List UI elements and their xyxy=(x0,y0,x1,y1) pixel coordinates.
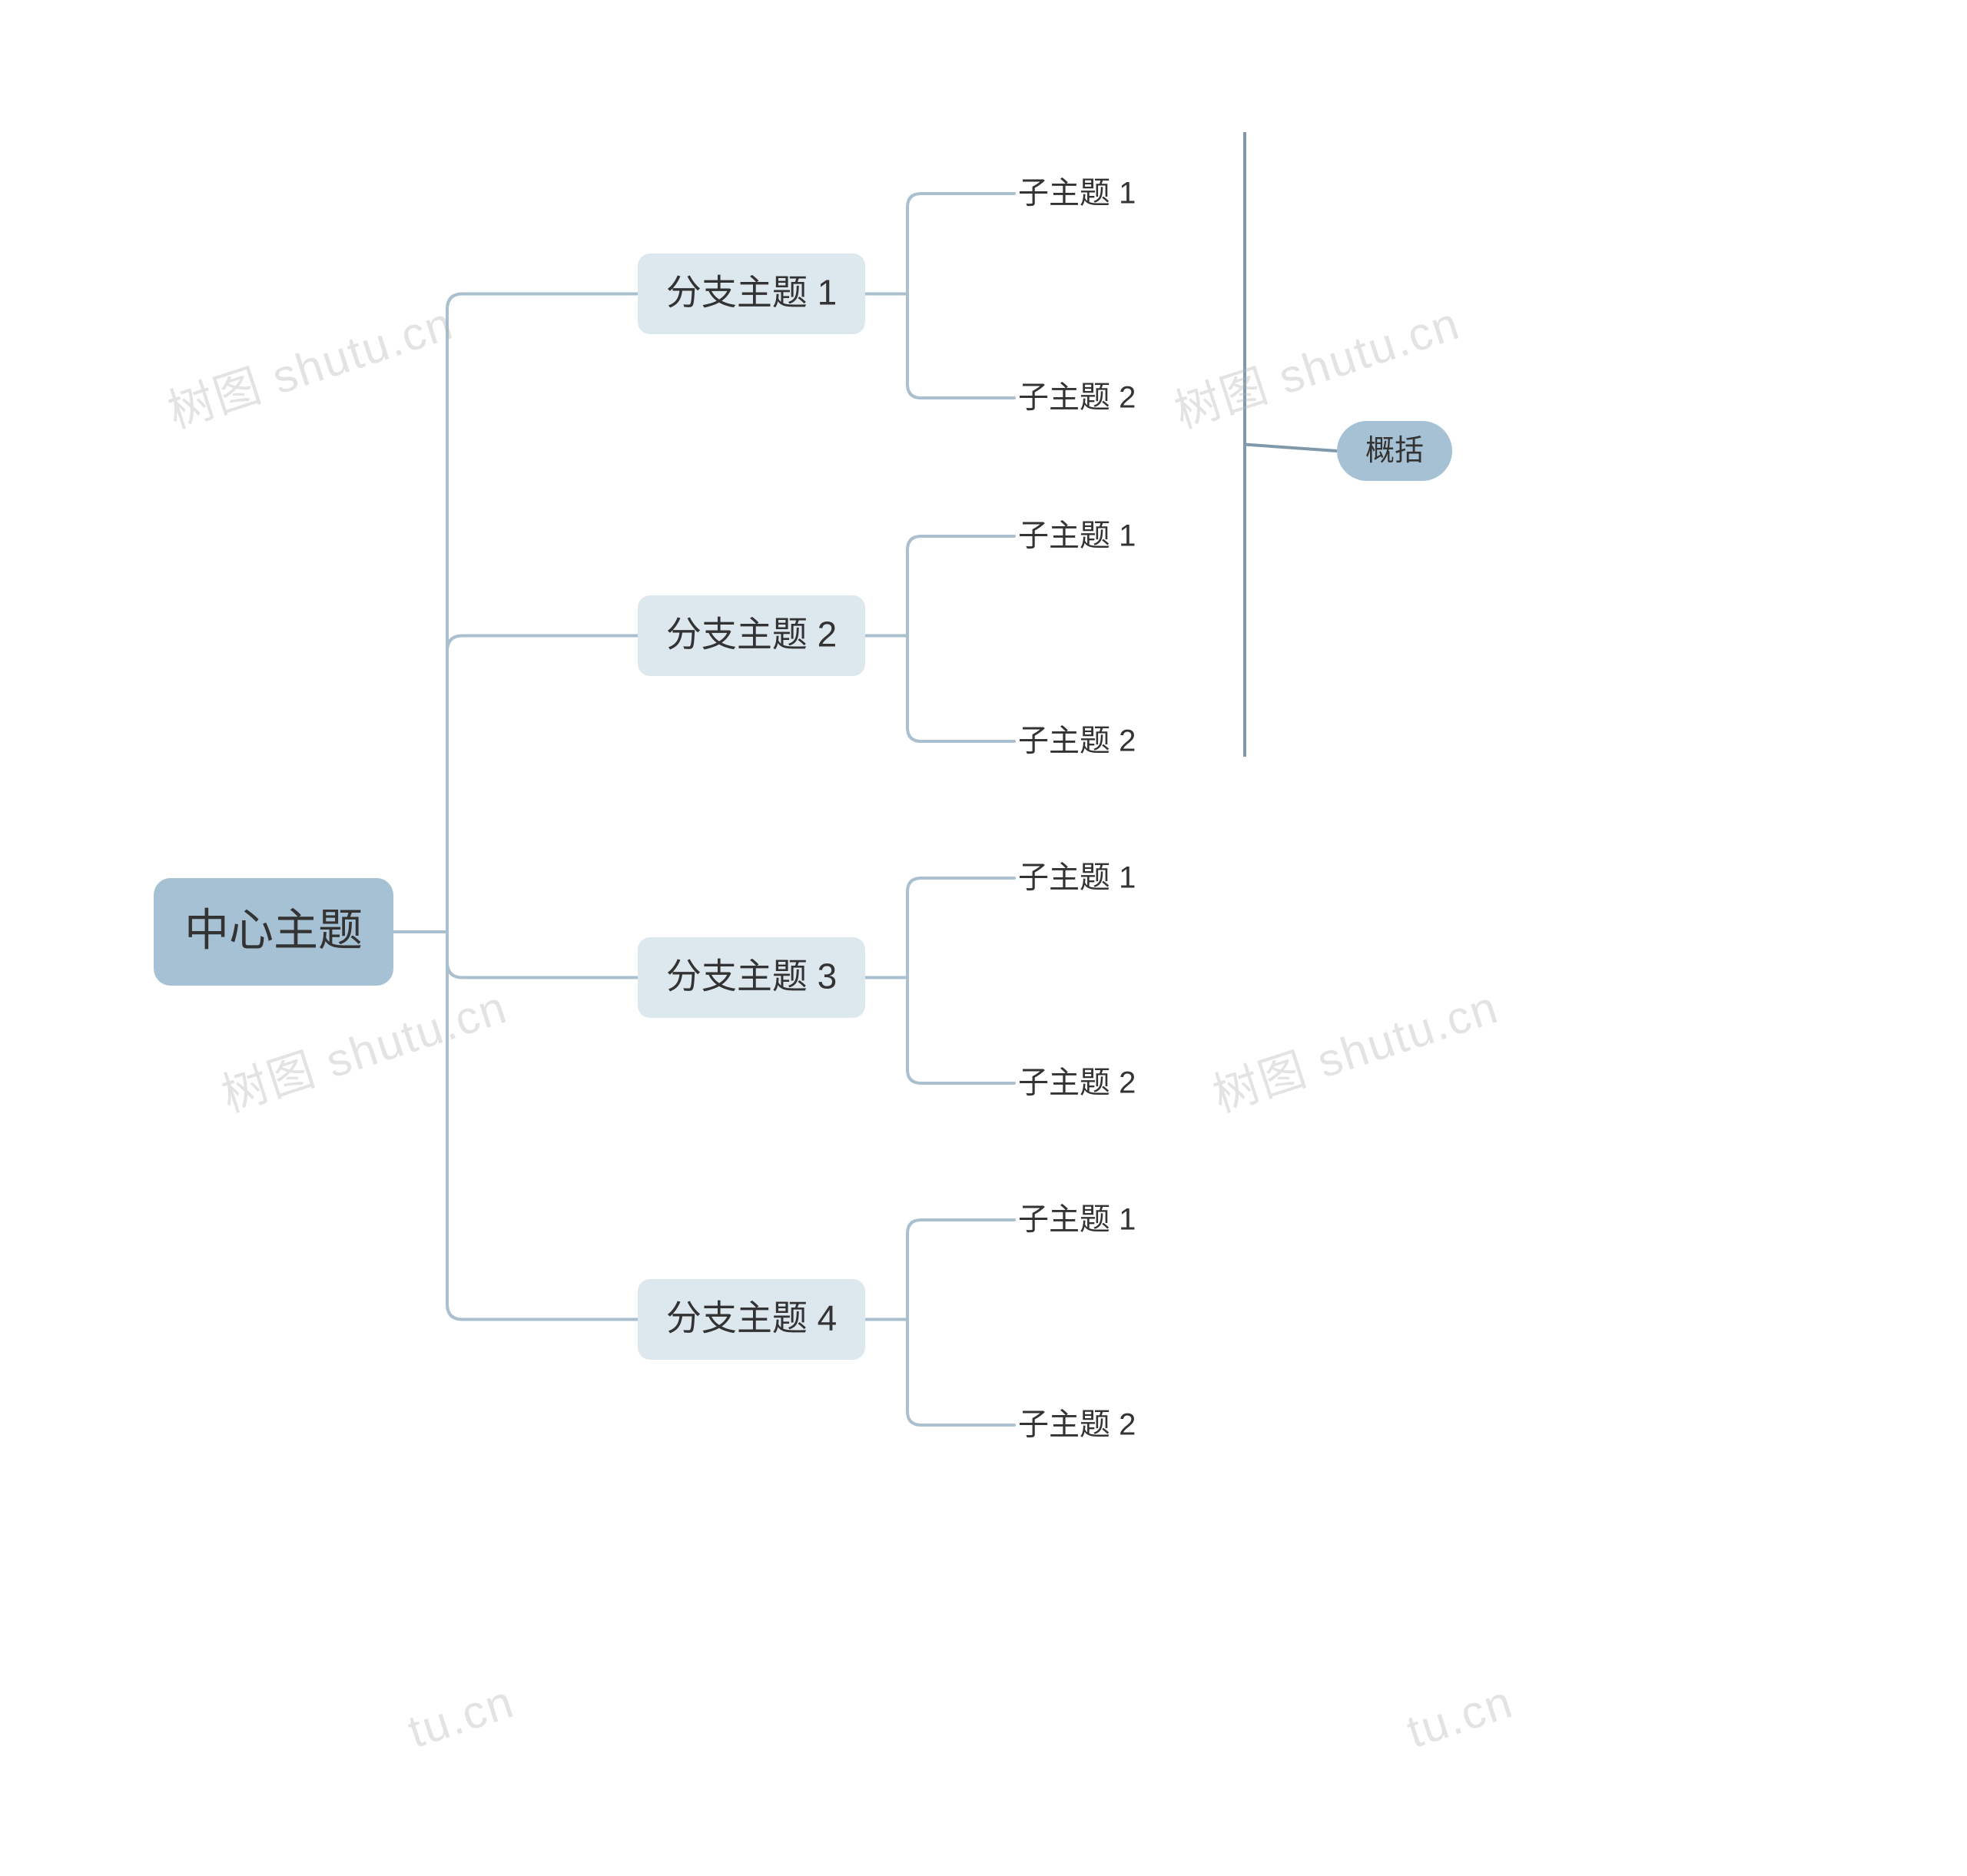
connector-branch-1-leaf-2 xyxy=(907,294,1014,399)
connector-root-branch-4 xyxy=(447,932,638,1320)
connector-branch-2-leaf-1 xyxy=(907,536,1014,636)
connector-branch-3-leaf-1 xyxy=(907,878,1014,978)
leaf-node-1-2-label[interactable]: 子主题 2 xyxy=(1018,381,1136,415)
connector-branch-4-leaf-1 xyxy=(907,1220,1014,1320)
mindmap-canvas: 中心主题 分支主题 1 子主题 1 子主题 2 分支主题 2 子主题 1 子主题 2 分支主题… xyxy=(0,0,1967,1876)
connector-branch-2-leaf-2 xyxy=(907,636,1014,742)
leaf-node-1-1-label[interactable]: 子主题 1 xyxy=(1018,177,1136,210)
branch-node-1-label: 分支主题 1 xyxy=(666,273,837,313)
summary-node-label: 概括 xyxy=(1365,435,1424,467)
connector-root-branch-3 xyxy=(447,932,638,978)
branch-node-4-label: 分支主题 4 xyxy=(666,1298,837,1338)
connector-branch-1-leaf-1 xyxy=(907,194,1014,294)
leaf-node-3-1-label[interactable]: 子主题 1 xyxy=(1018,861,1136,895)
branch-node-3-label: 分支主题 3 xyxy=(666,956,837,996)
leaf-node-4-1-label[interactable]: 子主题 1 xyxy=(1018,1203,1136,1237)
leaf-node-4-2-label[interactable]: 子主题 2 xyxy=(1018,1408,1136,1442)
summary-bracket-connector xyxy=(1245,445,1337,452)
leaf-node-2-1-label[interactable]: 子主题 1 xyxy=(1018,519,1136,553)
connector-root-branch-2 xyxy=(447,636,638,933)
leaf-node-2-2-label[interactable]: 子主题 2 xyxy=(1018,724,1136,758)
connector-root-branch-1 xyxy=(447,294,638,933)
connector-branch-4-leaf-2 xyxy=(907,1320,1014,1426)
connector-branch-3-leaf-2 xyxy=(907,978,1014,1084)
root-node-label: 中心主题 xyxy=(184,905,363,955)
branch-node-2-label: 分支主题 2 xyxy=(666,615,837,655)
leaf-node-3-2-label[interactable]: 子主题 2 xyxy=(1018,1066,1136,1100)
